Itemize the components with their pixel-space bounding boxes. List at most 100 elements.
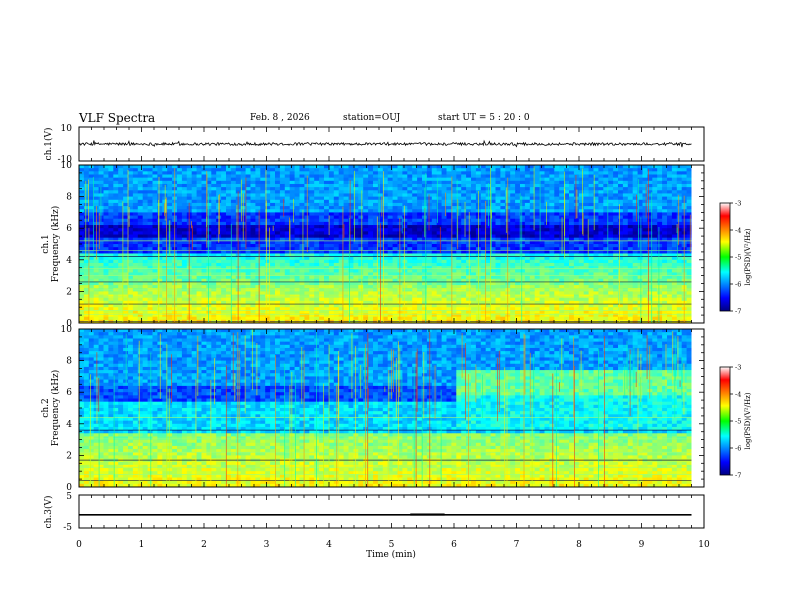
ch1-spec-cell	[373, 250, 379, 254]
ch1-spec-cell	[451, 285, 457, 289]
ch1-spec-cell	[358, 225, 364, 229]
ch1-spec-cell	[358, 253, 364, 258]
ch1-spec-cell	[363, 183, 369, 188]
ch1-spec-cell	[83, 215, 90, 220]
ch1-spec-cell	[98, 297, 104, 302]
ch1-spec-cell	[549, 180, 555, 185]
ch1-spec-cell	[147, 281, 153, 286]
ch1-spec-cell	[137, 177, 144, 182]
ch1-spec-cell	[162, 250, 168, 254]
ch1-spec-cell	[294, 266, 300, 270]
ch1-spec-cell	[108, 237, 114, 242]
ch1-spec-cell	[324, 199, 330, 204]
ch1-spec-cell	[451, 291, 457, 295]
ch1-spec-cell	[441, 285, 447, 289]
ch1-spec-cell	[412, 240, 418, 245]
ch1-spec-cell	[284, 256, 291, 261]
ch1-spec-cell	[368, 240, 374, 245]
ch1-spec-cell	[333, 300, 340, 305]
ch1-spec-cell	[162, 272, 168, 276]
ch1-spec-cell	[230, 247, 237, 251]
ch1-spec-cell	[436, 269, 442, 273]
ch1-spec-cell	[319, 199, 325, 204]
ch1-spec-cell	[191, 199, 197, 204]
ch1-spec-cell	[451, 256, 457, 261]
ch1-spec-cell	[255, 221, 261, 226]
ch1-spec-cell	[529, 294, 536, 299]
ch1-spec-cell	[289, 193, 295, 197]
ch1-spec-cell	[495, 275, 501, 280]
ch1-spec-cell	[343, 247, 349, 251]
ch1-spec-cell	[221, 228, 227, 232]
ch1-spec-cell	[137, 193, 144, 197]
ch1-spec-cell	[358, 291, 364, 295]
ch1-spec-cell	[446, 253, 452, 258]
ch1-spec-cell	[529, 250, 536, 254]
ch1-spec-cell	[152, 272, 158, 276]
ch1-spec-cell	[436, 215, 442, 220]
ch1-spec-cell	[426, 218, 433, 223]
ch1-spec-cell	[343, 316, 349, 321]
ch1-spec-cell	[451, 304, 457, 308]
ch1-spec-cell	[88, 171, 95, 175]
ch1-spec-cell	[466, 202, 472, 207]
ch1-spec-cell	[515, 177, 521, 182]
ch1-spec-cell	[226, 269, 232, 273]
ch1-spec-cell	[201, 275, 207, 280]
ch1-spec-cell	[461, 231, 467, 235]
ch1-spec-cell	[373, 225, 379, 229]
ch1-spec-cell	[524, 316, 531, 321]
ch1-spec-cell	[348, 168, 354, 172]
ch1-spec-cell	[279, 297, 286, 302]
ch1-spec-cell	[230, 307, 237, 311]
ch1-spec-cell	[142, 180, 148, 185]
ch1-spec-cell	[314, 174, 320, 179]
ch1-spec-cell	[431, 193, 438, 197]
ch1-spec-cell	[544, 199, 550, 204]
ch1-spec-cell	[515, 259, 521, 264]
ch1-spec-cell	[392, 259, 398, 264]
ch1-spec-cell	[79, 300, 85, 305]
ch1-spec-cell	[132, 190, 139, 194]
ch1-spec-cell	[368, 165, 374, 169]
ch1-spec-cell	[392, 307, 398, 311]
ch1-spec-cell	[113, 266, 119, 270]
ch1-spec-cell	[554, 247, 560, 251]
ch1-spec-cell	[373, 247, 379, 251]
ch1-spec-cell	[314, 237, 320, 242]
ch1-spec-cell	[456, 196, 462, 201]
ch1-spec-cell	[284, 206, 291, 210]
ch1-spec-cell	[108, 183, 114, 188]
ch1-spec-cell	[475, 180, 482, 185]
ch1-spec-cell	[88, 291, 95, 295]
ch1-spec-cell	[407, 187, 413, 191]
ch1-spec-cell	[358, 272, 364, 276]
ch1-spec-cell	[529, 307, 536, 311]
ch1-spec-cell	[309, 209, 315, 213]
ch1-spec-cell	[108, 291, 114, 295]
ch1-spec-cell	[79, 212, 85, 216]
ch1-spec-cell	[216, 165, 222, 169]
ch1-spec-cell	[196, 231, 202, 235]
ch1-spec-cell	[181, 183, 188, 188]
ch1-spec-cell	[368, 228, 374, 232]
ch1-spec-cell	[230, 300, 237, 305]
ch1-spec-cell	[426, 228, 433, 232]
ch1-spec-cell	[343, 237, 349, 242]
ch1-spec-cell	[382, 300, 389, 305]
ch1-spec-cell	[539, 275, 545, 280]
ch1-spec-cell	[152, 180, 158, 185]
ch1-spec-cell	[103, 180, 109, 185]
ch1-spec-cell	[147, 247, 153, 251]
ch1-spec-cell	[216, 244, 222, 248]
ch1-spec-cell	[113, 177, 119, 182]
ch1-spec-cell	[490, 250, 496, 254]
ch1-spec-cell	[260, 272, 266, 276]
ch1-spec-cell	[441, 231, 447, 235]
ch1-spec-cell	[328, 272, 335, 276]
ch1-spec-cell	[83, 193, 90, 197]
ch1-spec-cell	[441, 250, 447, 254]
ch1-spec-cell	[343, 209, 349, 213]
ch1-spec-cell	[309, 193, 315, 197]
ch1-spec-cell	[500, 304, 506, 308]
